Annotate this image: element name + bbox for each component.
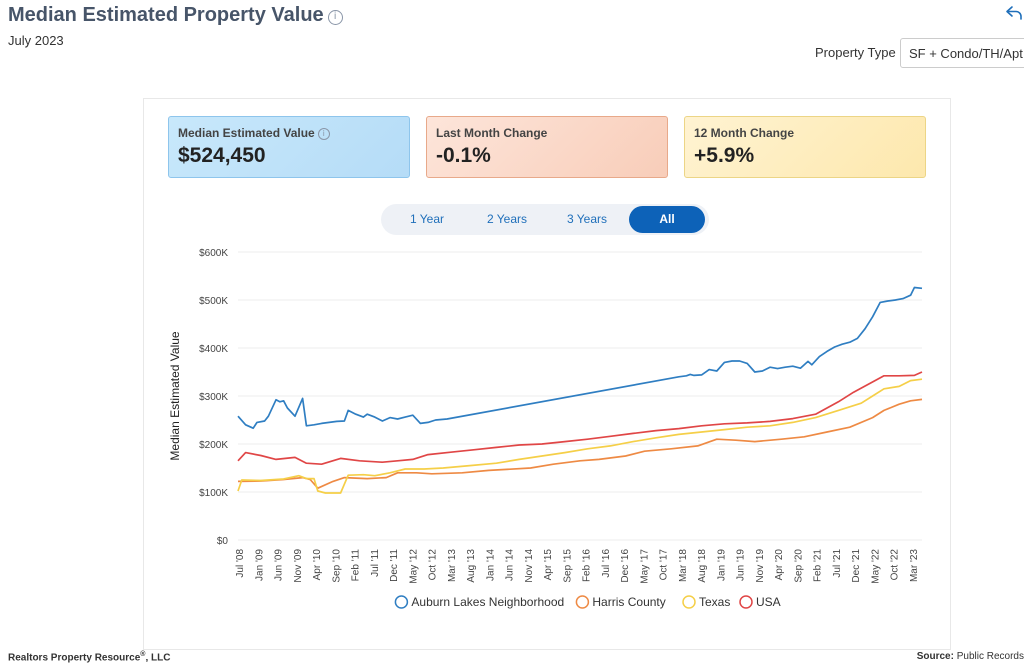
y-axis-label: Median Estimated Value (168, 331, 182, 461)
x-tick-label: Sep '10 (331, 549, 342, 583)
y-tick-label: $600K (199, 248, 228, 259)
page-title-text: Median Estimated Property Value (8, 4, 324, 26)
legend-marker-3 (739, 595, 753, 609)
y-tick-label: $400K (199, 344, 228, 355)
x-tick-label: Jan '09 (254, 549, 265, 581)
x-tick-label: Feb '21 (813, 549, 824, 582)
x-tick-label: Sep '20 (793, 549, 804, 583)
series-line-3 (237, 371, 923, 466)
tab-1-year[interactable]: 1 Year (409, 212, 445, 226)
twelve-month-change-card: 12 Month Change +5.9% (684, 116, 926, 178)
line-chart: $0 $100K $200K $300K $400K $500K $600K Jul '08 J… (168, 248, 923, 609)
x-tick-label: May '17 (639, 549, 650, 584)
x-tick-label: Dec '21 (851, 549, 862, 583)
last-month-change-label: Last Month Change (436, 126, 548, 140)
page-subtitle: July 2023 (8, 33, 64, 48)
x-tick-label: Feb '16 (582, 549, 593, 582)
legend-label-3: USA (756, 595, 781, 609)
tab-all[interactable]: All (629, 206, 705, 233)
x-tick-label: Jun '14 (505, 549, 516, 581)
x-tick-label: Jun '09 (274, 549, 285, 581)
legend-marker-2 (682, 595, 696, 609)
tab-2-years[interactable]: 2 Years (486, 212, 528, 226)
median-value-label: Median Estimated Value i (178, 126, 400, 140)
x-tick-label: Oct '22 (890, 549, 901, 581)
x-tick-label: Apr '10 (312, 549, 323, 581)
x-tick-label: May '12 (408, 549, 419, 584)
legend-label-2: Texas (699, 595, 730, 609)
x-tick-label: Aug '18 (697, 549, 708, 583)
x-tick-label: Jul '08 (235, 549, 246, 578)
x-tick-label: Jun '19 (736, 549, 747, 581)
x-tick-label: Mar '13 (447, 549, 458, 582)
x-tick-label: Nov '09 (293, 549, 304, 583)
series-line-0 (237, 286, 923, 430)
property-type-select[interactable]: SF + Condo/TH/Apt (900, 38, 1024, 68)
y-tick-label: $500K (199, 296, 228, 307)
share-icon[interactable] (1004, 2, 1024, 22)
tab-3-years[interactable]: 3 Years (566, 212, 608, 226)
x-tick-label: Feb '11 (351, 549, 362, 582)
x-tick-label: Dec '11 (389, 549, 400, 582)
x-tick-label: Oct '12 (428, 549, 439, 581)
info-icon[interactable]: i (317, 128, 330, 140)
footer-company: Realtors Property Resource®, LLC (8, 651, 170, 663)
y-tick-label: $0 (217, 536, 229, 547)
x-tick-label: Nov '19 (755, 549, 766, 583)
twelve-month-change-value: +5.9% (694, 144, 755, 167)
chart-panel (143, 98, 951, 650)
x-tick-label: Apr '15 (543, 549, 554, 581)
x-tick-label: Dec '16 (620, 549, 631, 583)
property-type-label: Property Type (815, 45, 896, 60)
info-icon[interactable]: i (327, 10, 343, 25)
x-tick-label: May '22 (870, 549, 881, 584)
x-tick-label: Aug '13 (466, 549, 477, 583)
footer-source: Source: Public Records (917, 651, 1024, 662)
x-tick-label: Jul '21 (832, 549, 843, 578)
footer-company-name: Realtors Property Resource (8, 652, 141, 664)
legend-marker-0 (394, 595, 409, 609)
footer-source-label: Source: (916, 651, 954, 662)
footer-company-suffix: , LLC (145, 652, 171, 664)
y-tick-label: $200K (199, 440, 228, 451)
footer-source-value: Public Records (956, 651, 1024, 662)
x-tick-label: Jul '16 (601, 549, 612, 578)
time-range-tabs: 1 Year 2 Years 3 Years All (381, 204, 709, 235)
series-line-1 (237, 398, 923, 490)
twelve-month-change-label: 12 Month Change (694, 126, 795, 140)
legend-marker-1 (575, 595, 590, 609)
x-tick-label: Jan '14 (485, 549, 496, 581)
x-tick-label: Mar '18 (678, 549, 689, 582)
x-tick-label: Jul '11 (370, 549, 381, 577)
median-value-amount: $524,450 (178, 144, 266, 167)
x-tick-label: Mar '23 (909, 549, 920, 582)
y-tick-label: $100K (199, 488, 228, 499)
median-value-label-text: Median Estimated Value (178, 126, 315, 140)
x-tick-label: Oct '17 (659, 549, 670, 581)
series-line-2 (237, 378, 923, 494)
legend-label-1: Harris County (592, 595, 665, 609)
footer-registered-mark: ® (140, 651, 146, 658)
x-tick-label: Apr '20 (774, 549, 785, 581)
x-tick-label: Sep '15 (562, 549, 573, 583)
legend-label-0: Auburn Lakes Neighborhood (411, 595, 564, 609)
last-month-change-card: Last Month Change -0.1% (426, 116, 668, 178)
x-tick-label: Jan '19 (716, 549, 727, 581)
median-value-card: Median Estimated Value i $524,450 (168, 116, 410, 178)
x-tick-label: Nov '14 (524, 549, 535, 583)
page-title: Median Estimated Property Value i (8, 4, 343, 27)
y-tick-label: $300K (199, 392, 228, 403)
last-month-change-value: -0.1% (436, 144, 491, 167)
